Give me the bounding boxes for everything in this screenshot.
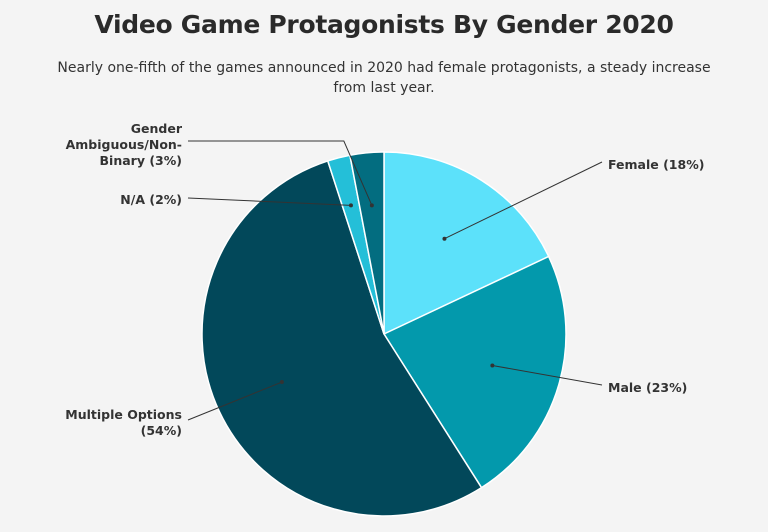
leader-dot-gender-ambiguous-non-binary (369, 203, 374, 208)
slice-label-gender-ambiguous-non-binary: Gender Ambiguous/Non-Binary (3%) (66, 121, 183, 168)
leader-dot-n-a (348, 203, 353, 208)
pie-slice-female (383, 151, 550, 336)
pie-slice-multiple-options (201, 159, 483, 517)
leader-line-male (492, 364, 603, 386)
leader-dot-multiple-options (279, 380, 284, 385)
chart-title: Video Game Protagonists By Gender 2020 (94, 10, 674, 39)
leader-line-n-a (187, 197, 351, 206)
chart-subtitle: Nearly one-fifth of the games announced … (57, 60, 711, 96)
slice-label-multiple-options: Multiple Options (54%) (65, 407, 182, 438)
pie-slices (201, 151, 567, 517)
slice-labels: Female (18%) Male (23%) Multiple Options (5… (65, 121, 704, 438)
slice-label-n-a: N/A (2%) (120, 192, 182, 207)
slice-label-female: Female (18%) (608, 157, 704, 172)
slice-label-male: Male (23%) (608, 380, 687, 395)
pie-slice-male (382, 255, 567, 489)
leader-line-multiple-options (187, 381, 283, 421)
leader-dot-female (442, 236, 447, 241)
leader-lines (187, 140, 603, 421)
leader-line-female (444, 161, 603, 240)
leader-line-gender-ambiguous-non-binary (188, 140, 373, 206)
leader-dot-male (490, 363, 495, 368)
